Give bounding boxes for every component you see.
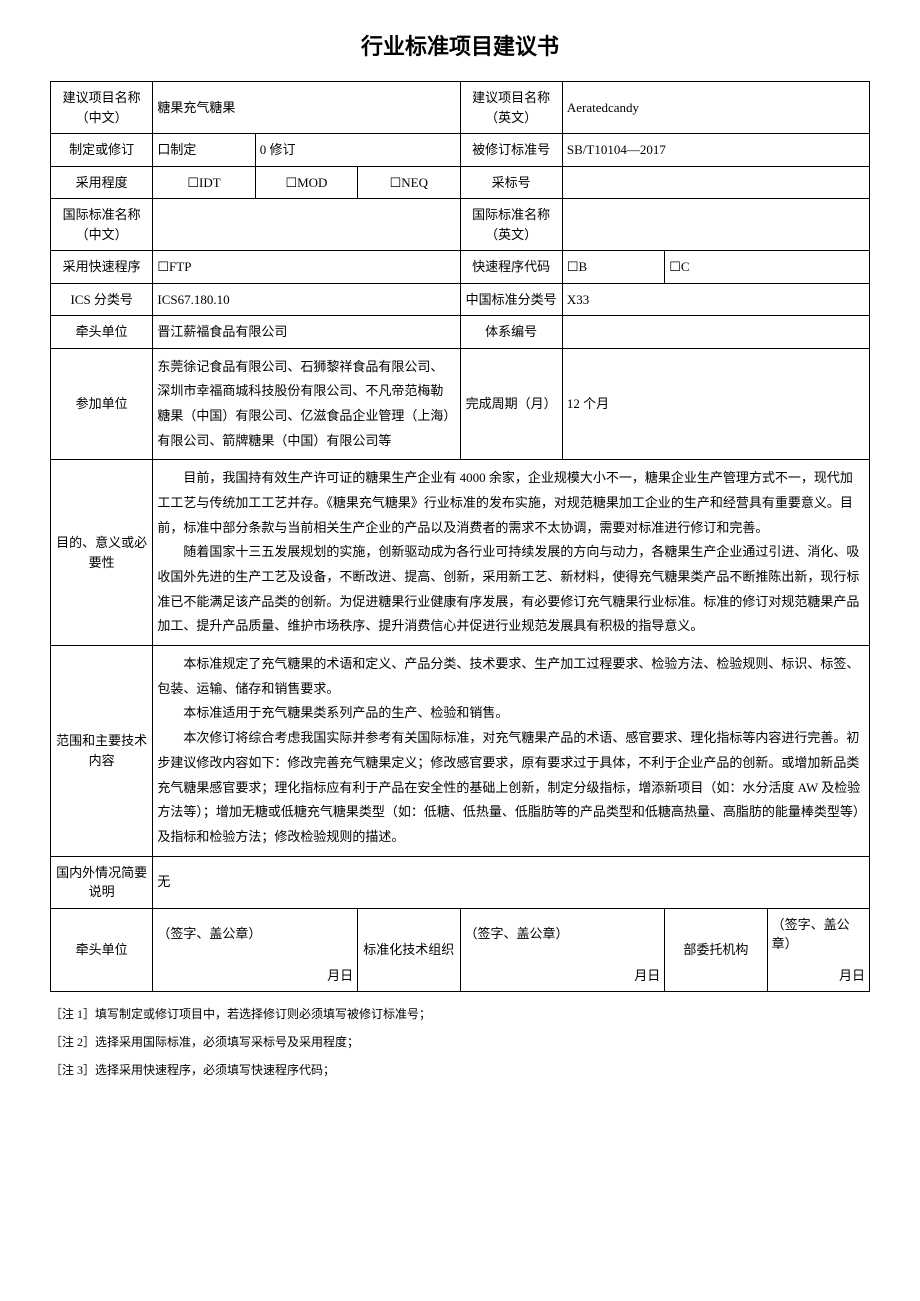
field-adopt-no — [562, 166, 869, 199]
label-fast-code: 快速程序代码 — [460, 251, 562, 284]
label-revised-no: 被修订标准号 — [460, 134, 562, 167]
field-sys-no — [562, 316, 869, 349]
label-intl-en: 国际标准名称（英文） — [460, 199, 562, 251]
note-1: ［注 1］填写制定或修订项目中，若选择修订则必须填写被修订标准号； — [50, 1002, 870, 1026]
field-intl-cn — [153, 199, 460, 251]
date-ministry: 月日 — [767, 960, 869, 992]
checkbox-mod[interactable]: ☐MOD — [255, 166, 357, 199]
field-lead-org: 晋江薪福食品有限公司 — [153, 316, 460, 349]
note-2: ［注 2］选择采用国际标准，必须填写采标号及采用程度； — [50, 1030, 870, 1054]
date-lead: 月日 — [153, 960, 358, 992]
field-cn-class: X33 — [562, 283, 869, 316]
scope-p3: 本次修订将综合考虑我国实际并参考有关国际标准，对充气糖果产品的术语、感官要求、理… — [157, 726, 865, 849]
label-name-cn: 建议项目名称（中文） — [51, 82, 153, 134]
label-domestic: 国内外情况简要说明 — [51, 856, 153, 908]
field-ics: ICS67.180.10 — [153, 283, 460, 316]
proposal-form: 建议项目名称（中文） 糖果充气糖果 建议项目名称（英文） Aeratedcand… — [50, 81, 870, 992]
checkbox-draft[interactable]: 口制定 — [153, 134, 255, 167]
field-purpose: 目前，我国持有效生产许可证的糖果生产企业有 4000 余家，企业规模大小不一，糖… — [153, 460, 870, 646]
checkbox-c[interactable]: ☐C — [665, 251, 870, 284]
label-name-en: 建议项目名称（英文） — [460, 82, 562, 134]
field-revised-no: SB/T10104—2017 — [562, 134, 869, 167]
sig-lead: （签字、盖公章） — [153, 908, 358, 960]
label-fast-track: 采用快速程序 — [51, 251, 153, 284]
label-draft-rev: 制定或修订 — [51, 134, 153, 167]
date-tech: 月日 — [460, 960, 665, 992]
scope-p2: 本标准适用于充气糖果类系列产品的生产、检验和销售。 — [157, 701, 865, 726]
label-adopt-no: 采标号 — [460, 166, 562, 199]
footnotes: ［注 1］填写制定或修订项目中，若选择修订则必须填写被修订标准号； ［注 2］选… — [50, 1002, 870, 1082]
label-lead-org: 牵头单位 — [51, 316, 153, 349]
checkbox-rev[interactable]: 0 修订 — [255, 134, 460, 167]
field-intl-en — [562, 199, 869, 251]
sig-ministry: （签字、盖公章） — [767, 908, 869, 960]
sig-tech: （签字、盖公章） — [460, 908, 665, 960]
field-participants: 东莞徐记食品有限公司、石狮黎祥食品有限公司、深圳市幸福商城科技股份有限公司、不凡… — [153, 348, 460, 460]
page-title: 行业标准项目建议书 — [50, 30, 870, 63]
label-sys-no: 体系编号 — [460, 316, 562, 349]
label-purpose: 目的、意义或必要性 — [51, 460, 153, 646]
note-3: ［注 3］选择采用快速程序，必须填写快速程序代码； — [50, 1058, 870, 1082]
label-period: 完成周期（月） — [460, 348, 562, 460]
field-name-en: Aeratedcandy — [562, 82, 869, 134]
field-name-cn: 糖果充气糖果 — [153, 82, 460, 134]
label-ics: ICS 分类号 — [51, 283, 153, 316]
checkbox-ftp[interactable]: ☐FTP — [153, 251, 460, 284]
label-intl-cn: 国际标准名称（中文） — [51, 199, 153, 251]
label-cn-class: 中国标准分类号 — [460, 283, 562, 316]
purpose-p2: 随着国家十三五发展规划的实施，创新驱动成为各行业可持续发展的方向与动力，各糖果生… — [157, 540, 865, 639]
field-period: 12 个月 — [562, 348, 869, 460]
checkbox-neq[interactable]: ☐NEQ — [358, 166, 460, 199]
label-participants: 参加单位 — [51, 348, 153, 460]
label-tech-org: 标准化技术组织 — [358, 908, 460, 992]
label-scope: 范围和主要技术内容 — [51, 646, 153, 857]
checkbox-b[interactable]: ☐B — [562, 251, 664, 284]
field-scope: 本标准规定了充气糖果的术语和定义、产品分类、技术要求、生产加工过程要求、检验方法… — [153, 646, 870, 857]
label-ministry: 部委托机构 — [665, 908, 767, 992]
field-domestic: 无 — [153, 856, 870, 908]
label-adopt-degree: 采用程度 — [51, 166, 153, 199]
label-lead-org-sig: 牵头单位 — [51, 908, 153, 992]
purpose-p1: 目前，我国持有效生产许可证的糖果生产企业有 4000 余家，企业规模大小不一，糖… — [157, 466, 865, 540]
checkbox-idt[interactable]: ☐IDT — [153, 166, 255, 199]
scope-p1: 本标准规定了充气糖果的术语和定义、产品分类、技术要求、生产加工过程要求、检验方法… — [157, 652, 865, 701]
